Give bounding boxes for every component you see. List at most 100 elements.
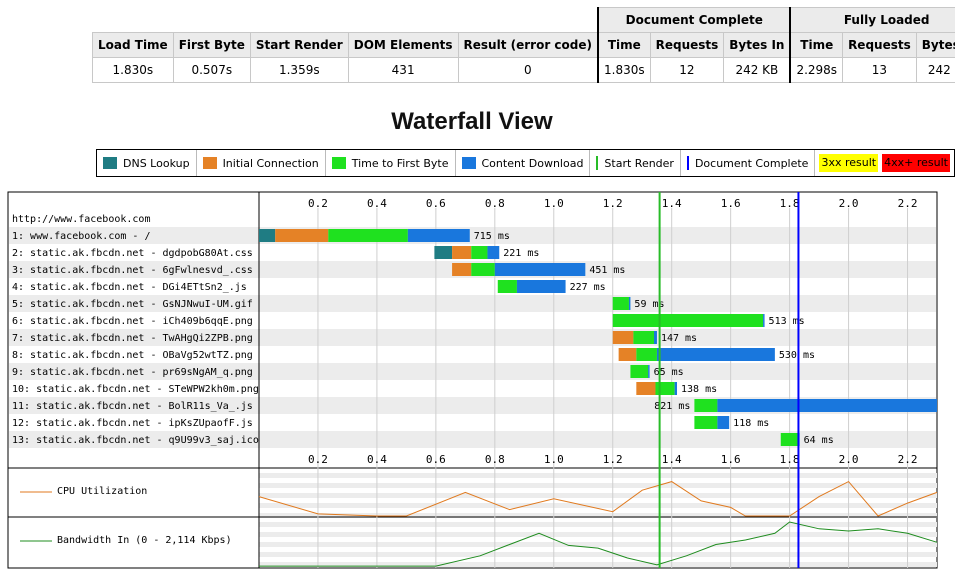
x-tick-label-bottom: 1.8	[780, 453, 800, 466]
request-label: 2: static.ak.fbcdn.net - dgdpobG80At.css	[12, 248, 253, 259]
legend-start-render-label: Start Render	[604, 156, 674, 170]
header-start-render: Start Render	[249, 32, 349, 58]
request-label: 13: static.ak.fbcdn.net - q9U99v3_saj.ic…	[12, 435, 259, 446]
request-label: 9: static.ak.fbcdn.net - pr69sNgAM_q.png	[12, 367, 253, 378]
graph-band	[259, 503, 937, 508]
legend-download-label: Content Download	[481, 156, 584, 170]
request-label: 3: static.ak.fbcdn.net - 6gFwlnesvd_.css	[12, 265, 253, 276]
legend-connect-label: Initial Connection	[222, 156, 319, 170]
bar-ttfb	[633, 331, 655, 344]
request-label: 10: static.ak.fbcdn.net - STeWPW2kh0m.pn…	[12, 384, 259, 395]
request-duration-label: 65 ms	[654, 367, 684, 378]
request-duration-label: 227 ms	[570, 282, 606, 293]
x-tick-label-bottom: 0.2	[308, 453, 328, 466]
row-band	[9, 329, 936, 346]
bar-connect	[275, 229, 329, 242]
legend-ttfb-label: Time to First Byte	[351, 156, 449, 170]
legend-start-render-line	[596, 156, 599, 170]
x-tick-label-top: 1.2	[603, 197, 623, 210]
graph-band	[259, 542, 937, 547]
value-first-byte: 0.507s	[172, 57, 251, 83]
x-tick-label-bottom: 1.4	[662, 453, 682, 466]
bandwidth-series-line	[259, 521, 938, 567]
bar-connect	[636, 382, 656, 395]
bar-ttfb	[471, 246, 488, 259]
request-label: 4: static.ak.fbcdn.net - DGi4ETtSn2_.js	[12, 282, 247, 293]
x-tick-label-bottom: 2.2	[898, 453, 918, 466]
x-tick-label-top: 0.2	[308, 197, 328, 210]
x-tick-label-top: 1.6	[721, 197, 741, 210]
value-fl-requests: 13	[842, 57, 917, 83]
row-band	[9, 431, 936, 448]
bar-download	[494, 263, 586, 276]
bar-download	[407, 229, 470, 242]
bar-dns	[434, 246, 453, 259]
request-label: 8: static.ak.fbcdn.net - OBaVg52wtTZ.png	[12, 350, 253, 361]
x-tick-label-bottom: 0.4	[367, 453, 387, 466]
page-title: Waterfall View	[391, 108, 553, 135]
value-result: 0	[457, 57, 599, 83]
graph-band	[259, 562, 937, 567]
request-duration-label: 530 ms	[779, 350, 815, 361]
header-fl-requests: Requests	[842, 32, 917, 58]
request-duration-label: 118 ms	[733, 418, 769, 429]
graph-band	[259, 473, 937, 478]
bandwidth-label: Bandwidth In (0 - 2,114 Kbps)	[57, 535, 232, 546]
bar-download	[717, 416, 730, 429]
request-label: 11: static.ak.fbcdn.net - BolR11s_Va_.js	[12, 401, 253, 412]
legend-doc-complete: Document Complete	[681, 150, 816, 176]
graph-band	[259, 513, 937, 518]
header-dc-time: Time	[596, 32, 651, 58]
x-tick-label-top: 1.4	[662, 197, 682, 210]
request-label: 6: static.ak.fbcdn.net - iCh409b6qqE.png	[12, 316, 253, 327]
request-label: 7: static.ak.fbcdn.net - TwAHgQi2ZPB.png	[12, 333, 253, 344]
legend-3xx-label: 3xx result	[819, 154, 879, 172]
header-fl-bytes: Bytes In	[915, 32, 955, 58]
legend-4xx-label: 4xx+ result	[882, 154, 950, 172]
bar-connect	[618, 348, 637, 361]
bar-download	[648, 365, 650, 378]
bar-ttfb	[328, 229, 408, 242]
bar-ttfb	[694, 416, 718, 429]
row-band	[9, 295, 936, 312]
bar-download	[654, 331, 657, 344]
bar-ttfb	[655, 382, 675, 395]
x-tick-label-bottom: 0.8	[485, 453, 505, 466]
value-fl-time: 2.298s	[789, 57, 844, 83]
legend-dns: DNS Lookup	[97, 150, 197, 176]
x-tick-label-top: 0.8	[485, 197, 505, 210]
group-fully-loaded: Fully Loaded	[789, 7, 955, 33]
bar-ttfb	[636, 348, 657, 361]
row-band	[9, 227, 936, 244]
legend-download: Content Download	[456, 150, 591, 176]
x-tick-label-bottom: 1.6	[721, 453, 741, 466]
request-label: 5: static.ak.fbcdn.net - GsNJNwuI-UM.gif	[12, 299, 253, 310]
summary-blank	[92, 7, 598, 33]
value-dc-time: 1.830s	[596, 57, 651, 83]
graph-band	[259, 522, 937, 527]
value-dc-bytes: 242 KB	[723, 57, 791, 83]
graph-band	[259, 483, 937, 488]
bar-ttfb	[497, 280, 517, 293]
request-duration-label: 513 ms	[769, 316, 805, 327]
legend-ttfb-swatch	[331, 157, 346, 169]
legend-doc-complete-line	[686, 156, 689, 170]
legend-start-render: Start Render	[590, 150, 681, 176]
value-dc-requests: 12	[649, 57, 725, 83]
bar-download	[487, 246, 500, 259]
request-label: 1: www.facebook.com - /	[12, 231, 150, 242]
legend-connect: Initial Connection	[197, 150, 326, 176]
x-tick-label-bottom: 0.6	[426, 453, 446, 466]
bar-ttfb	[612, 314, 764, 327]
row-band	[9, 363, 936, 380]
value-load-time: 1.830s	[92, 57, 174, 83]
graph-band	[259, 552, 937, 557]
cpu-label: CPU Utilization	[57, 486, 147, 497]
request-label: 12: static.ak.fbcdn.net - ipKsZUpaofF.js	[12, 418, 253, 429]
bar-download	[628, 297, 631, 310]
x-tick-label-top: 2.0	[839, 197, 859, 210]
request-duration-label: 147 ms	[661, 333, 697, 344]
bar-download	[674, 382, 678, 395]
x-tick-label-top: 1.0	[544, 197, 564, 210]
graph-band	[259, 493, 937, 498]
